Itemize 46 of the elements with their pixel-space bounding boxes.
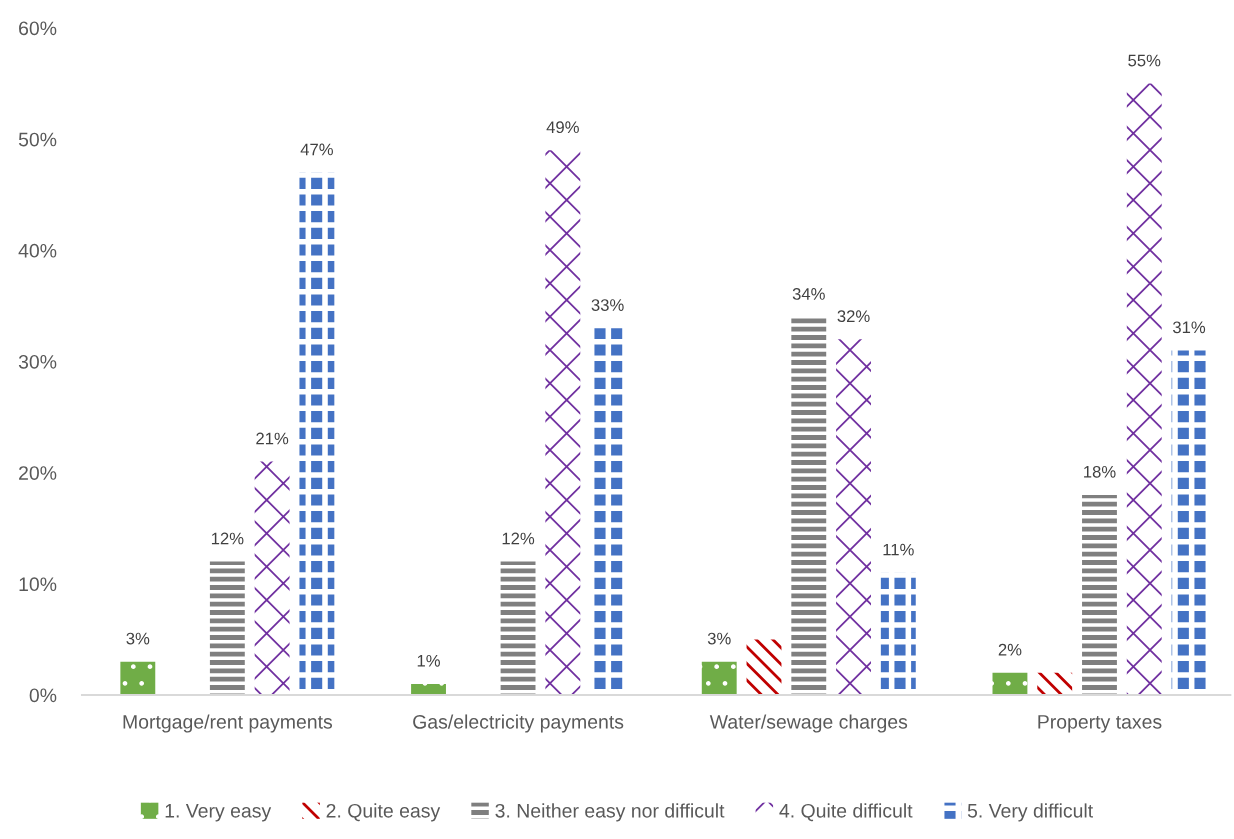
y-tick-label: 60% xyxy=(19,21,57,36)
bar xyxy=(209,561,245,695)
legend-label: 2. Quite easy xyxy=(326,803,441,822)
bar xyxy=(992,672,1028,695)
legend-label: 1. Very easy xyxy=(165,804,272,822)
bar xyxy=(120,661,156,695)
bar xyxy=(1126,83,1162,695)
bar xyxy=(500,561,536,695)
y-tick-label: 30% xyxy=(18,354,57,369)
data-label: 3% xyxy=(126,632,150,645)
data-label: 18% xyxy=(1084,465,1116,478)
legend-label: 5. Very difficult xyxy=(967,803,1094,822)
bar xyxy=(1037,672,1073,695)
data-label: 34% xyxy=(792,288,825,300)
data-label: 49% xyxy=(546,121,579,134)
legend-label: 3. Neither easy nor difficult xyxy=(495,803,725,822)
data-label: 3% xyxy=(707,632,731,645)
x-tick-label: Mortgage/rent payments xyxy=(123,714,333,733)
data-label: 55% xyxy=(1128,54,1161,67)
x-tick-label: Water/sewage charges xyxy=(709,714,908,733)
x-tick-label: Gas/electricity payments xyxy=(413,714,624,733)
y-tick-label: 0% xyxy=(29,688,57,703)
bar xyxy=(791,317,827,695)
bar xyxy=(254,461,290,695)
data-label: 2% xyxy=(998,643,1022,656)
x-tick-label: Property taxes xyxy=(1038,715,1162,733)
bar xyxy=(1082,494,1117,695)
y-tick-label: 10% xyxy=(19,577,57,592)
y-tick-label: 20% xyxy=(19,466,57,480)
data-label: 33% xyxy=(591,299,624,311)
bar xyxy=(701,661,737,695)
data-label: 31% xyxy=(1172,321,1206,334)
bar xyxy=(836,339,871,695)
data-label: 21% xyxy=(256,432,289,445)
data-label: 32% xyxy=(837,310,870,323)
y-tick-label: 50% xyxy=(18,132,57,147)
data-label: 47% xyxy=(300,143,333,156)
data-label: 1% xyxy=(417,654,440,667)
bar xyxy=(411,683,446,695)
y-tick-label: 40% xyxy=(18,243,57,258)
data-label: 12% xyxy=(502,532,535,545)
data-label: 11% xyxy=(883,543,914,556)
legend-label: 4. Quite difficult xyxy=(779,803,913,822)
bar xyxy=(545,150,581,695)
bar xyxy=(746,639,782,695)
data-label: 12% xyxy=(211,532,244,545)
